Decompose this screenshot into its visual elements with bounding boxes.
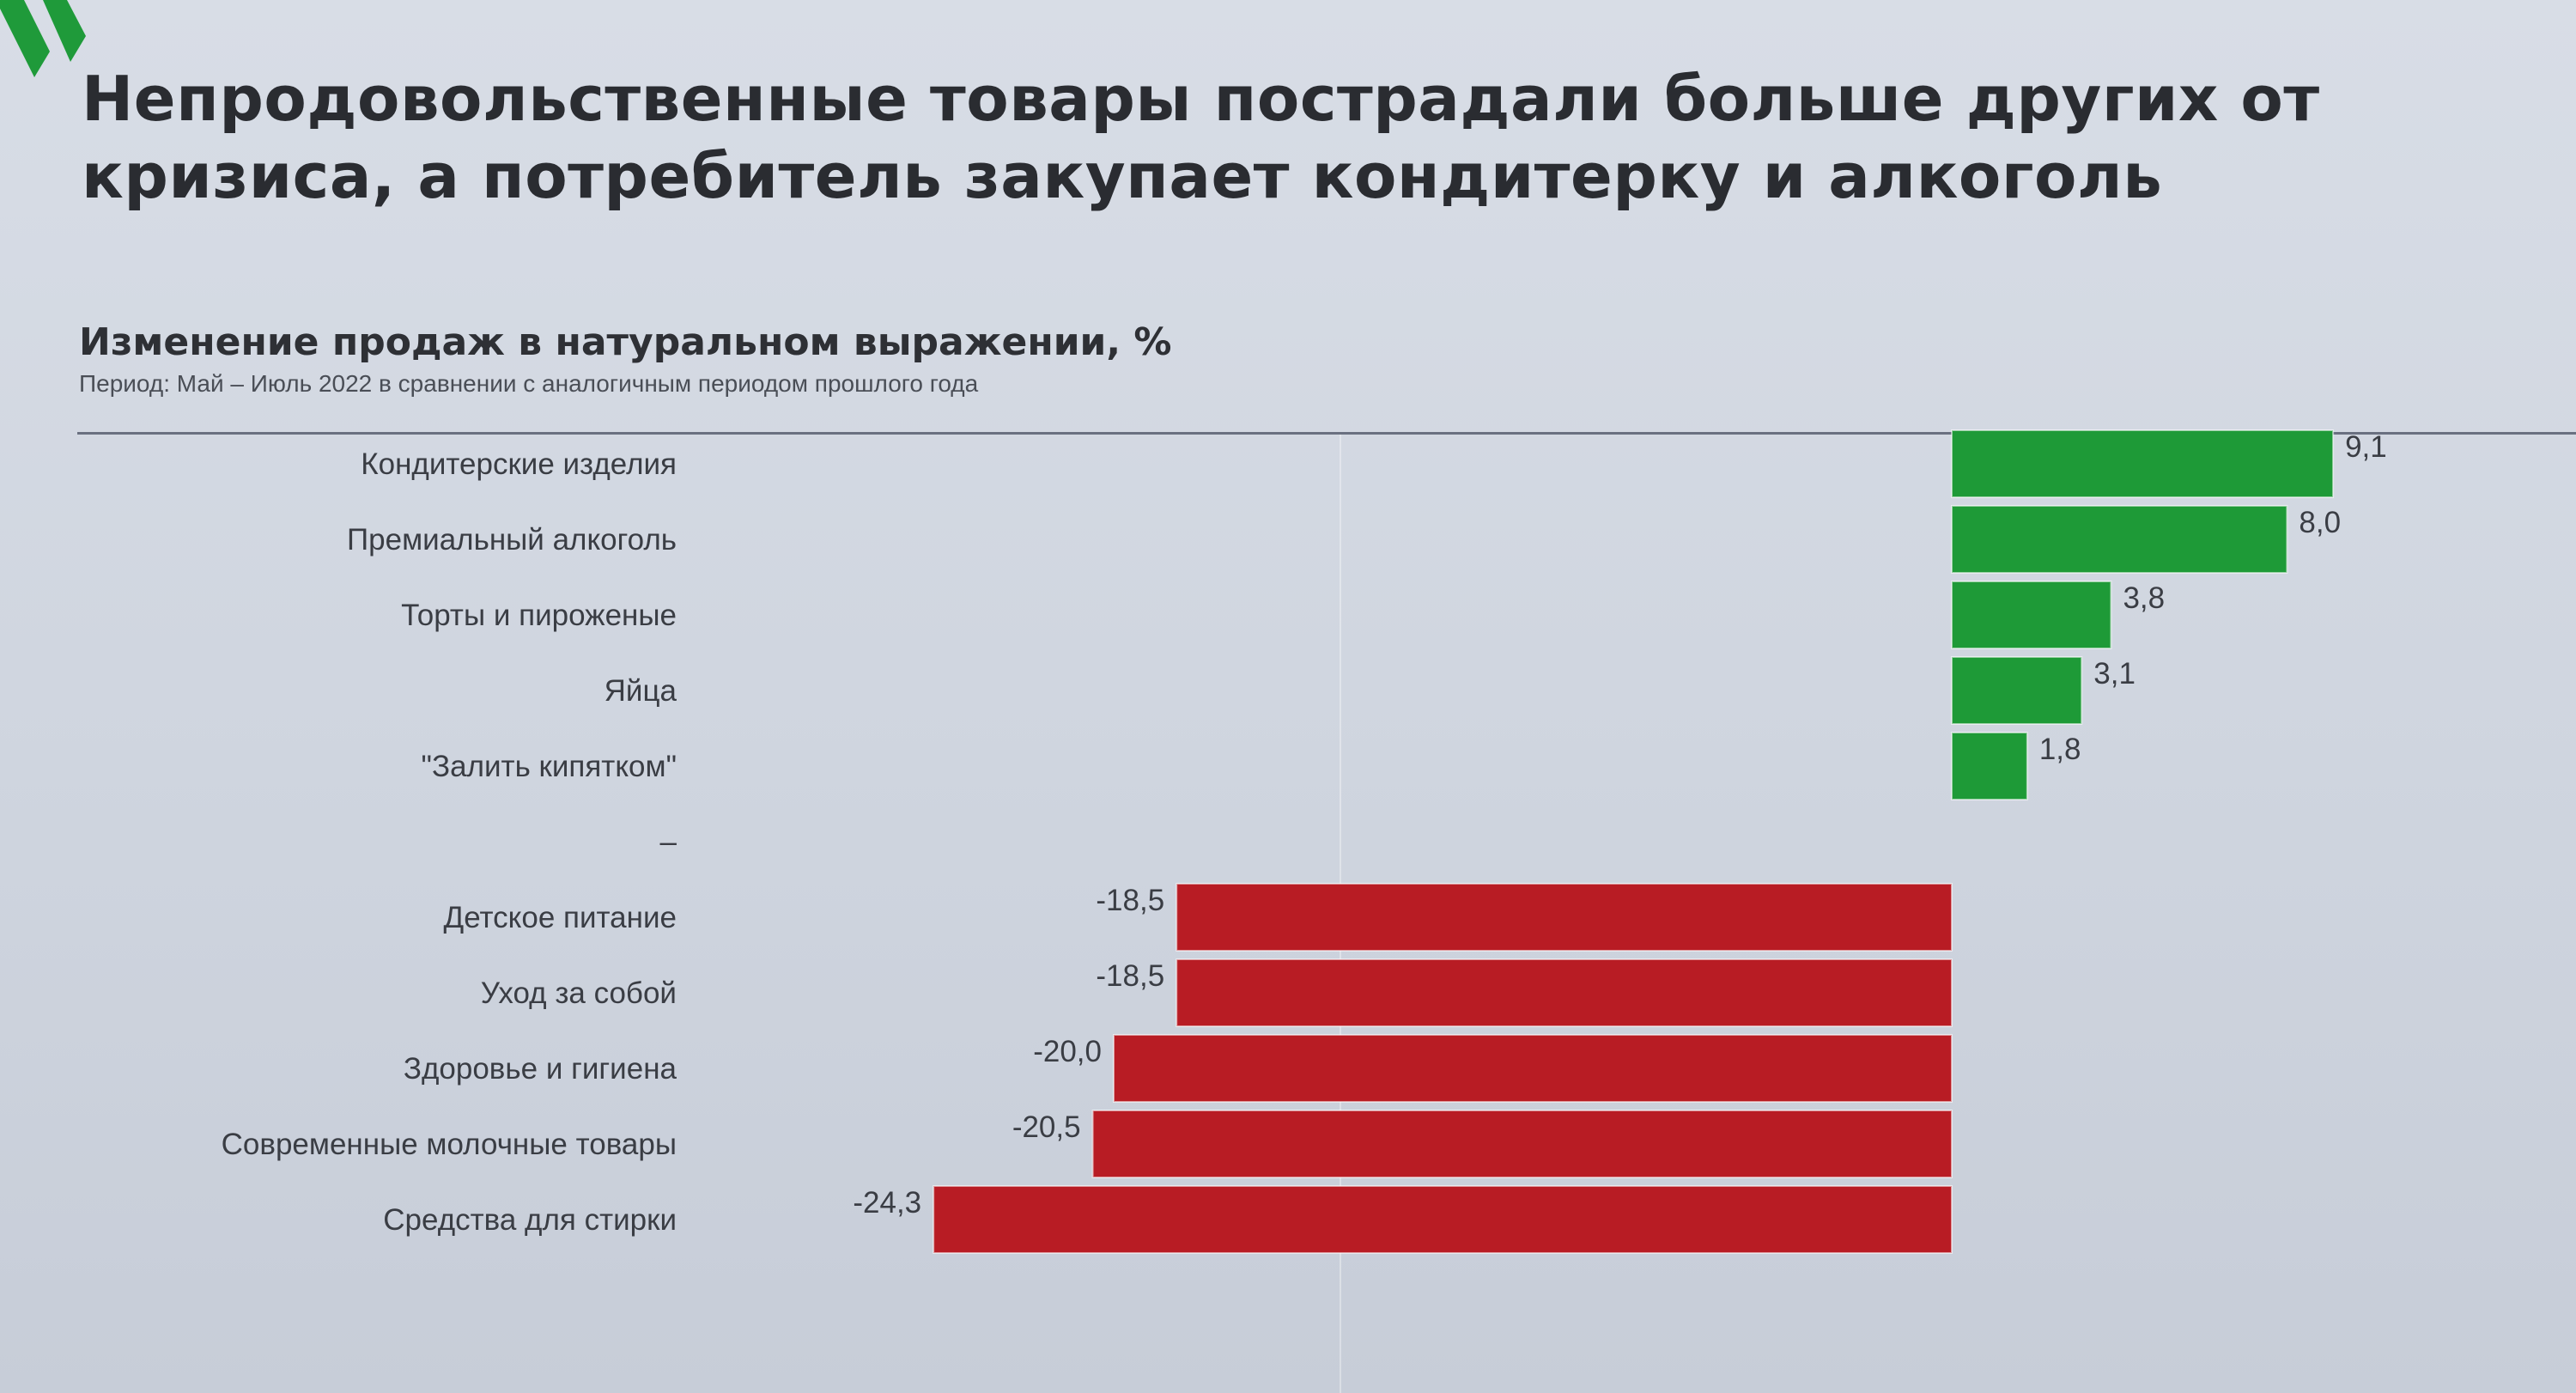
bar-negative — [1113, 1034, 1953, 1103]
value-label: 9,1 — [2345, 430, 2387, 464]
value-label: -24,3 — [853, 1186, 921, 1220]
category-label: Торты и пироженые — [401, 599, 677, 632]
value-label: -20,0 — [1033, 1035, 1102, 1068]
category-label: Уход за собой — [481, 976, 677, 1010]
value-label: -18,5 — [1096, 884, 1164, 917]
value-label: -18,5 — [1096, 959, 1164, 993]
bar-negative — [1176, 883, 1953, 952]
category-label: Здоровье и гигиена — [404, 1052, 677, 1086]
category-label: Кондитерские изделия — [361, 447, 677, 481]
category-label: Яйца — [605, 674, 677, 708]
headline-line-1: Непродовольственные товары пострадали бо… — [82, 63, 2320, 135]
value-label: 8,0 — [2299, 506, 2341, 539]
headline: Непродовольственные товары пострадали бо… — [82, 60, 2486, 215]
value-label: 3,8 — [2123, 581, 2165, 615]
category-label: Детское питание — [444, 901, 677, 934]
bar-negative — [933, 1185, 1953, 1254]
category-label: – — [660, 825, 677, 859]
bar-positive — [1951, 732, 2028, 800]
bar-negative — [1176, 958, 1953, 1027]
category-label: "Залить кипятком" — [422, 750, 677, 783]
value-label: 3,1 — [2093, 657, 2136, 690]
green-chevron-logo-icon — [0, 0, 86, 77]
header-divider — [77, 432, 2576, 435]
category-label: Современные молочные товары — [222, 1128, 677, 1161]
chart-subtitle: Период: Май – Июль 2022 в сравнении с ан… — [79, 370, 979, 397]
bar-positive — [1951, 656, 2083, 725]
headline-line-2: кризиса, а потребитель закупает кондитер… — [82, 140, 2163, 212]
bar-positive — [1951, 429, 2335, 498]
category-label: Премиальный алкоголь — [347, 523, 677, 557]
value-label: 1,8 — [2039, 733, 2081, 766]
category-label: Средства для стирки — [383, 1203, 677, 1237]
bar-positive — [1951, 581, 2112, 649]
bar-positive — [1951, 505, 2288, 574]
value-label: -20,5 — [1012, 1110, 1081, 1144]
chart-title: Изменение продаж в натуральном выражении… — [79, 320, 1172, 364]
bar-negative — [1091, 1110, 1953, 1178]
